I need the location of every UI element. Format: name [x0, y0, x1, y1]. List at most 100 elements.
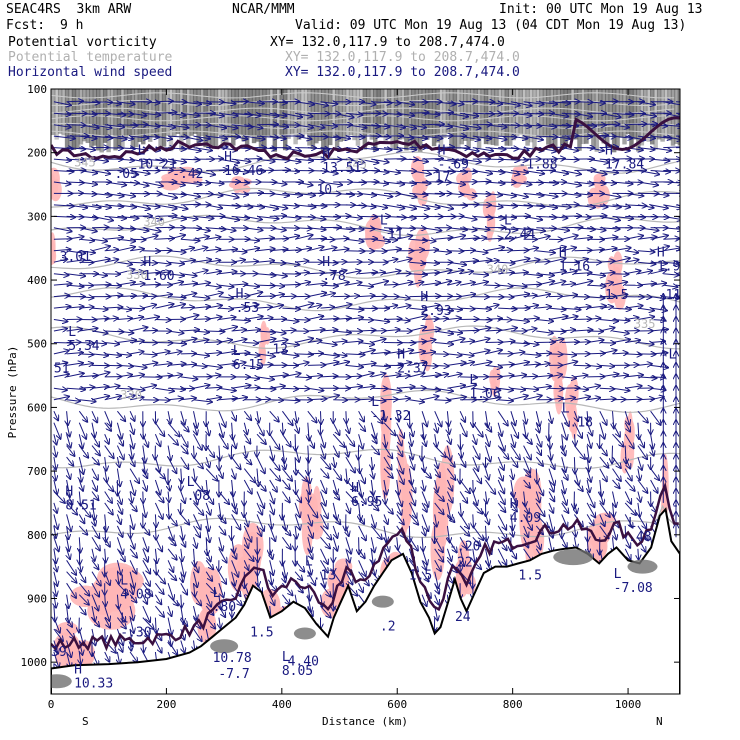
wind-arrow — [434, 171, 455, 172]
wind-arrow — [66, 400, 80, 401]
wind-arrow — [269, 205, 288, 208]
wind-arrow — [117, 205, 136, 207]
valid-label: Valid: 09 UTC Mon 19 Aug 13 (04 CDT Mon … — [295, 18, 687, 33]
wind-arrow — [599, 112, 621, 117]
wind-arrow — [66, 159, 86, 160]
wind-arrow — [548, 125, 571, 126]
wind-arrow — [244, 422, 247, 435]
wind-arrow — [78, 525, 87, 535]
wind-arrow — [295, 102, 314, 105]
wind-arrow — [460, 171, 477, 172]
wind-arrow — [307, 433, 314, 448]
wind-arrow — [485, 135, 507, 139]
wind-arrow — [358, 158, 379, 163]
wind-arrow — [231, 182, 249, 183]
extremum-value: .08 — [187, 489, 210, 504]
wind-arrow — [408, 456, 414, 469]
wind-arrow — [269, 216, 286, 217]
strat-cell — [656, 89, 662, 140]
wind-arrow — [574, 525, 575, 537]
extremum-marker: L — [120, 573, 128, 588]
extremum-value: 10.33 — [74, 677, 113, 692]
wind-arrow — [523, 125, 542, 126]
extremum-marker: L — [614, 567, 622, 582]
wind-arrow — [256, 456, 265, 473]
wind-arrow — [650, 148, 672, 151]
extremum-value: -.30 — [120, 626, 151, 641]
wind-arrow — [358, 285, 373, 287]
wind-arrow — [650, 171, 671, 172]
wind-arrow — [345, 193, 362, 194]
extremum-marker: H — [65, 484, 73, 499]
wind-arrow — [510, 320, 529, 322]
wind-arrow — [422, 124, 444, 125]
strat-cell — [625, 89, 631, 135]
wind-arrow — [218, 388, 236, 390]
wind-arrow — [637, 479, 648, 493]
wind-arrow — [498, 193, 516, 196]
wind-arrow — [180, 159, 200, 160]
y-tick-label: 100 — [27, 83, 47, 96]
extremum-value: 17.84 — [605, 158, 644, 173]
wind-arrow — [409, 159, 428, 162]
theta-line — [51, 151, 680, 174]
wind-arrow — [523, 135, 543, 140]
wind-arrow — [269, 113, 287, 116]
extremum-marker: L — [305, 554, 313, 569]
extremum-value: 1.5 — [250, 626, 273, 641]
wind-arrow — [116, 537, 123, 554]
wind-arrow — [307, 205, 327, 206]
wind-arrow — [333, 262, 346, 263]
wind-arrow — [180, 617, 188, 626]
wind-arrow — [54, 434, 57, 444]
wind-arrow — [142, 136, 159, 137]
strat-cell — [241, 89, 246, 142]
wind-arrow — [396, 182, 416, 184]
wind-arrow — [460, 159, 481, 162]
wind-arrow — [561, 537, 567, 547]
endpoint-left: S — [82, 715, 89, 728]
wind-arrow — [104, 216, 126, 218]
wind-arrow — [244, 445, 246, 458]
wind-arrow — [472, 147, 493, 151]
wind-arrow — [269, 410, 279, 421]
wind-arrow — [510, 422, 518, 438]
wind-arrow — [219, 468, 223, 478]
wind-arrow — [117, 318, 132, 319]
theta-label: 340 — [487, 263, 509, 277]
strat-cell — [508, 89, 513, 146]
wind-arrow — [130, 422, 134, 434]
pv-shade-cell — [492, 366, 498, 381]
wind-arrow — [269, 400, 283, 401]
wind-arrow — [561, 182, 581, 185]
wind-arrow — [587, 398, 600, 400]
wind-arrow — [486, 434, 490, 446]
wind-arrow — [282, 147, 301, 151]
extremum-marker: L — [371, 395, 379, 410]
wind-arrow — [206, 375, 220, 377]
wind-arrow — [206, 124, 226, 128]
wind-arrow — [675, 249, 680, 252]
wind-arrow — [256, 204, 278, 209]
wind-arrow — [154, 594, 161, 605]
wind-arrow — [168, 479, 170, 490]
wind-arrow — [117, 159, 134, 160]
wind-arrow — [130, 317, 143, 320]
extremum-value: .80 — [213, 600, 236, 615]
wind-arrow — [612, 422, 620, 437]
wind-arrow — [624, 502, 636, 515]
strat-cell — [71, 89, 77, 150]
wind-arrow — [193, 400, 212, 402]
wind-arrow — [53, 159, 71, 160]
wind-arrow — [54, 468, 56, 481]
strat-cell — [601, 89, 606, 144]
wind-arrow — [637, 170, 659, 175]
extremum-marker: L — [233, 344, 241, 359]
wind-arrow — [142, 236, 158, 240]
extremum-marker: H — [559, 246, 567, 261]
wind-arrow — [460, 147, 479, 152]
wind-arrow — [193, 216, 214, 218]
wind-arrow — [117, 125, 137, 126]
wind-arrow — [574, 502, 577, 513]
wind-arrow — [535, 445, 541, 455]
